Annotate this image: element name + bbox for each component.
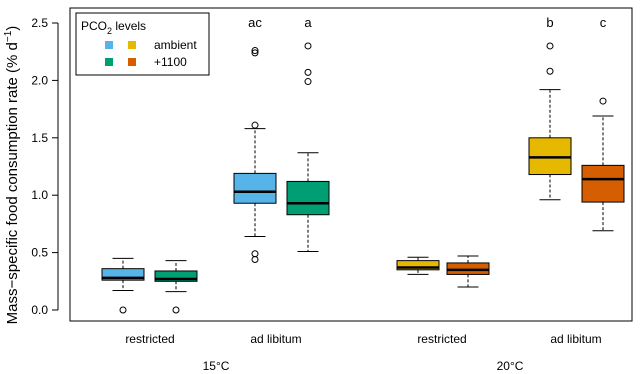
y-axis-label: Mass−specific food consumption rate (% d… [3,26,21,325]
temperature-label-20c: 20°C [497,359,524,373]
box-4-iqr [286,180,330,216]
box-4-outlier [304,68,312,76]
box-3-outlier [251,47,259,55]
y-tick-label: 0.0 [31,303,48,317]
x-label-restricted-20c: restricted [417,332,466,346]
box-3-outlier [251,49,259,57]
x-label-adlibitum-15c: ad libitum [250,332,301,346]
box-3-letter: ac [248,15,262,30]
box-2-outlier [172,306,180,314]
box-2-iqr [154,270,198,282]
box-4-outlier [304,78,312,86]
box-4-letter: a [304,15,312,30]
y-tick-label: 2.5 [31,16,48,30]
box-5-iqr [396,260,440,271]
box-7-letter: b [546,15,553,30]
legend-swatch-ambient-15c [105,41,113,49]
box-8-letter: c [600,15,607,30]
y-tick-label: 1.0 [31,188,48,202]
box-8-iqr [581,164,625,203]
y-tick-label: 2.0 [31,73,48,87]
legend-swatch-elevated-15c [105,58,113,66]
box-4-outlier [304,42,312,50]
box-3-outlier [251,121,259,129]
legend-box [75,12,210,76]
legend-swatch-elevated-20c [128,58,136,66]
box-7-outlier [546,42,554,50]
y-tick-label: 1.5 [31,131,48,145]
box-1-outlier [119,306,127,314]
legend-swatch-ambient-20c [128,41,136,49]
significance-letters: ac a b c [248,15,607,30]
box-3-outlier [251,250,259,258]
legend-label-elevated: +1100 [154,55,187,69]
box-3-outlier [251,255,259,263]
x-label-adlibitum-20c: ad libitum [550,332,601,346]
legend-title: PCO2 levels [81,19,146,36]
box-3-iqr [233,172,277,204]
boxes-layer [101,42,625,314]
y-tick-label: 0.5 [31,246,48,260]
box-8-outlier [599,97,607,105]
y-ticks: 0.0 0.5 1.0 1.5 2.0 2.5 [31,16,58,317]
x-label-restricted-15c: restricted [125,332,174,346]
legend: PCO2 levels ambient +1100 [75,12,210,76]
box-1-iqr [101,268,145,281]
plot-frame [69,7,633,322]
box-7-outlier [546,67,554,75]
legend-label-ambient: ambient [154,38,197,52]
temperature-label-15c: 15°C [203,359,230,373]
